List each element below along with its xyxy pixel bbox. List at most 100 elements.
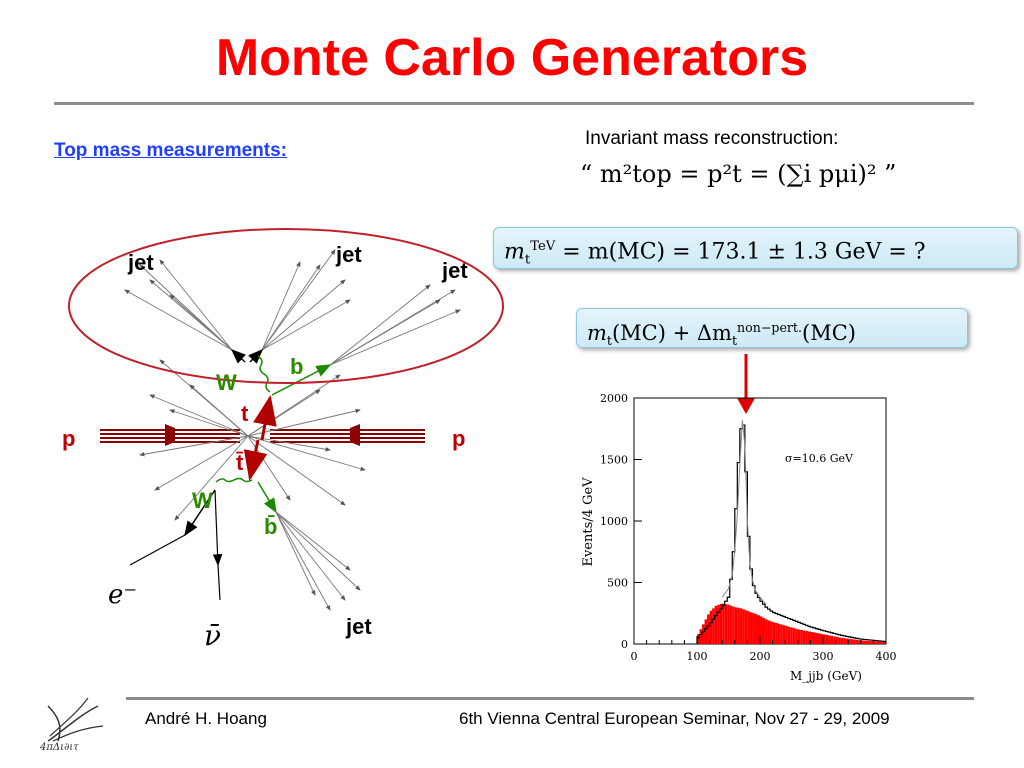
red-bin bbox=[815, 632, 818, 644]
jet-label-1: jet bbox=[127, 250, 154, 275]
proton-right-label: p bbox=[452, 426, 465, 451]
red-bin bbox=[744, 610, 748, 644]
invariant-mass-formula: “ m²top = p²t = (∑i pμi)² ” bbox=[580, 160, 897, 188]
title-divider bbox=[54, 102, 974, 105]
red-bin bbox=[767, 620, 771, 644]
red-bin bbox=[817, 633, 821, 644]
quark-line-1 bbox=[230, 348, 246, 364]
jet-label-2: jet bbox=[335, 242, 362, 267]
red-bin bbox=[797, 629, 801, 644]
red-bin bbox=[807, 631, 811, 644]
red-bin bbox=[777, 623, 781, 644]
neutrino-line bbox=[212, 489, 223, 567]
red-bin bbox=[787, 626, 791, 644]
red-bin bbox=[848, 638, 851, 644]
red-bin bbox=[855, 639, 859, 644]
red-bin bbox=[800, 629, 803, 644]
delta-mass-expression: (MC) + Δm bbox=[611, 321, 732, 345]
red-bin bbox=[727, 604, 730, 644]
logo-text: 4πΔι∂ιτ bbox=[39, 742, 79, 753]
x-tick-label: 300 bbox=[813, 650, 834, 663]
x-tick-label: 400 bbox=[876, 650, 897, 663]
red-bin bbox=[729, 605, 733, 644]
red-bin bbox=[795, 628, 798, 644]
mass-decomposition-box: mt(MC) + Δmtnon−pert.(MC) bbox=[576, 308, 968, 348]
red-bin bbox=[724, 604, 728, 644]
mt-subscript: t bbox=[524, 252, 531, 268]
red-bin bbox=[780, 624, 783, 644]
electron-arrow bbox=[184, 489, 216, 537]
y-tick-label: 0 bbox=[621, 638, 628, 651]
jets-ellipse bbox=[68, 228, 504, 384]
y-tick-label: 1000 bbox=[600, 515, 628, 528]
delta-mass-superscript: non−pert. bbox=[737, 320, 802, 335]
slide-title: Monte Carlo Generators bbox=[215, 29, 809, 87]
y-axis-label: Events/4 GeV bbox=[581, 477, 596, 567]
bbar-label: b̄ bbox=[264, 514, 277, 539]
red-bin bbox=[697, 634, 700, 644]
red-bin bbox=[843, 638, 846, 644]
red-bin bbox=[880, 641, 884, 644]
red-bin bbox=[790, 627, 793, 644]
histogram-axes: 0 100 200 300 400 0 500 1000 1500 2000 bbox=[600, 392, 897, 663]
section-heading: Top mass measurements: bbox=[54, 140, 288, 161]
proton-beam-right bbox=[270, 429, 425, 443]
red-bin bbox=[719, 603, 723, 644]
red-bin bbox=[762, 617, 766, 644]
red-bin bbox=[802, 630, 806, 644]
delta-mass-subscript: t bbox=[731, 333, 738, 349]
electron-label: e⁻ bbox=[108, 580, 137, 610]
red-bin bbox=[754, 614, 758, 644]
red-bin bbox=[865, 640, 869, 644]
red-bin bbox=[825, 634, 829, 644]
red-bin bbox=[850, 639, 854, 644]
red-bin bbox=[833, 636, 836, 644]
y-tick-label: 1500 bbox=[600, 454, 628, 467]
bbar-quark-line bbox=[257, 481, 277, 514]
peak-pointer-arrow bbox=[737, 354, 755, 414]
top-quark-line bbox=[253, 395, 277, 441]
proton-left-label: p bbox=[62, 426, 75, 451]
antitop-label: t̄ bbox=[236, 450, 244, 475]
footer-divider bbox=[126, 697, 974, 700]
red-bin bbox=[858, 640, 861, 644]
red-bin bbox=[702, 624, 705, 644]
red-bin bbox=[838, 637, 841, 644]
red-bin bbox=[785, 625, 788, 644]
red-bin bbox=[707, 614, 710, 644]
red-bin bbox=[752, 613, 755, 644]
red-bin bbox=[742, 609, 745, 644]
sigma-annotation: σ=10.6 GeV bbox=[785, 452, 854, 465]
institute-logo: 4πΔι∂ιτ bbox=[39, 697, 104, 753]
red-bin bbox=[823, 634, 826, 644]
red-bin bbox=[878, 641, 881, 644]
gaussian-fit-curve bbox=[721, 420, 767, 605]
red-bin bbox=[805, 630, 808, 644]
red-bin bbox=[835, 636, 839, 644]
mt-mc-symbol: m bbox=[587, 321, 607, 345]
red-bin bbox=[709, 610, 713, 644]
jet-spray-lower bbox=[275, 511, 361, 611]
neutrino-label: ν̄ bbox=[204, 619, 221, 652]
red-bin bbox=[883, 642, 886, 644]
red-bin bbox=[732, 606, 735, 644]
mt-mc-subscript: t bbox=[606, 333, 612, 349]
jet-label-3: jet bbox=[441, 258, 468, 283]
red-bin bbox=[739, 608, 743, 644]
ttbar-event-diagram: jet jet jet jet b b̄ W W t t̄ p p e⁻ ν̄ bbox=[62, 228, 504, 652]
red-bin bbox=[714, 605, 718, 644]
mt-symbol: m bbox=[504, 239, 525, 265]
red-bin bbox=[765, 619, 768, 644]
red-bin bbox=[853, 639, 856, 644]
red-bin bbox=[704, 619, 708, 644]
red-bin bbox=[757, 615, 760, 644]
red-bin bbox=[792, 628, 796, 644]
red-bin bbox=[770, 621, 773, 644]
b-label: b bbox=[290, 354, 303, 379]
red-bin bbox=[820, 633, 823, 644]
jet-sprays-upper bbox=[124, 249, 461, 366]
red-bin bbox=[870, 641, 874, 644]
red-bin bbox=[860, 640, 864, 644]
red-bin bbox=[840, 637, 844, 644]
w-boson-upper-wave bbox=[257, 355, 271, 393]
